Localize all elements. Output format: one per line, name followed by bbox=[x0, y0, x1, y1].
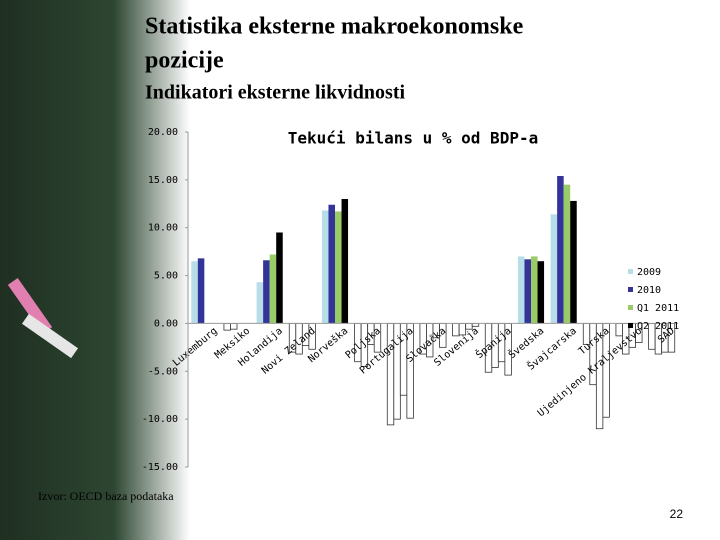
y-tick-label: 5.00 bbox=[154, 271, 178, 282]
y-tick-label: 15.00 bbox=[148, 175, 178, 186]
bar bbox=[557, 176, 564, 324]
bar bbox=[263, 260, 270, 324]
y-tick-label: 10.00 bbox=[148, 223, 178, 234]
bar bbox=[197, 258, 205, 324]
bar bbox=[230, 323, 238, 330]
bar bbox=[269, 254, 277, 324]
y-tick-label: -5.00 bbox=[148, 366, 178, 377]
legend-label: Q1 2011 bbox=[637, 303, 679, 314]
chart-title: Tekući bilans u % od BDP-a bbox=[288, 129, 538, 148]
y-tick-label: 20.00 bbox=[148, 127, 178, 138]
legend-swatch bbox=[628, 323, 633, 328]
slide-title: pozicije bbox=[145, 48, 224, 74]
slide-title: Statistika eksterne makroekonomske bbox=[145, 14, 524, 40]
source: Izvor: OECD baza podataka bbox=[38, 489, 174, 503]
bar bbox=[256, 282, 264, 324]
bar bbox=[615, 323, 623, 337]
bar bbox=[524, 259, 531, 324]
legend-swatch bbox=[628, 305, 633, 310]
bar bbox=[517, 256, 525, 324]
bar bbox=[452, 323, 460, 337]
chalk bbox=[7, 277, 53, 335]
legend-label: 2010 bbox=[637, 285, 661, 296]
legend-label: Q2 2011 bbox=[637, 321, 679, 332]
legend-swatch bbox=[628, 269, 633, 274]
legend-label: 2009 bbox=[637, 267, 661, 278]
y-tick-label: 0.00 bbox=[154, 318, 178, 329]
bar bbox=[335, 211, 342, 324]
y-tick-label: -10.00 bbox=[142, 414, 178, 425]
slide-subtitle: Indikatori eksterne likvidnosti bbox=[145, 82, 405, 104]
bar bbox=[341, 199, 349, 324]
bar bbox=[550, 214, 558, 324]
chalkboard bbox=[0, 0, 190, 540]
bar bbox=[531, 256, 538, 324]
chalk bbox=[21, 313, 79, 359]
y-tick-label: -15.00 bbox=[142, 462, 178, 473]
bar bbox=[563, 184, 571, 324]
bar bbox=[570, 200, 577, 324]
legend-swatch bbox=[628, 287, 633, 292]
page-number: 22 bbox=[670, 507, 684, 521]
bar bbox=[276, 232, 283, 324]
bar bbox=[537, 261, 545, 324]
bar bbox=[321, 210, 329, 324]
bar bbox=[328, 204, 335, 324]
bar bbox=[223, 323, 231, 331]
bar bbox=[191, 261, 198, 324]
